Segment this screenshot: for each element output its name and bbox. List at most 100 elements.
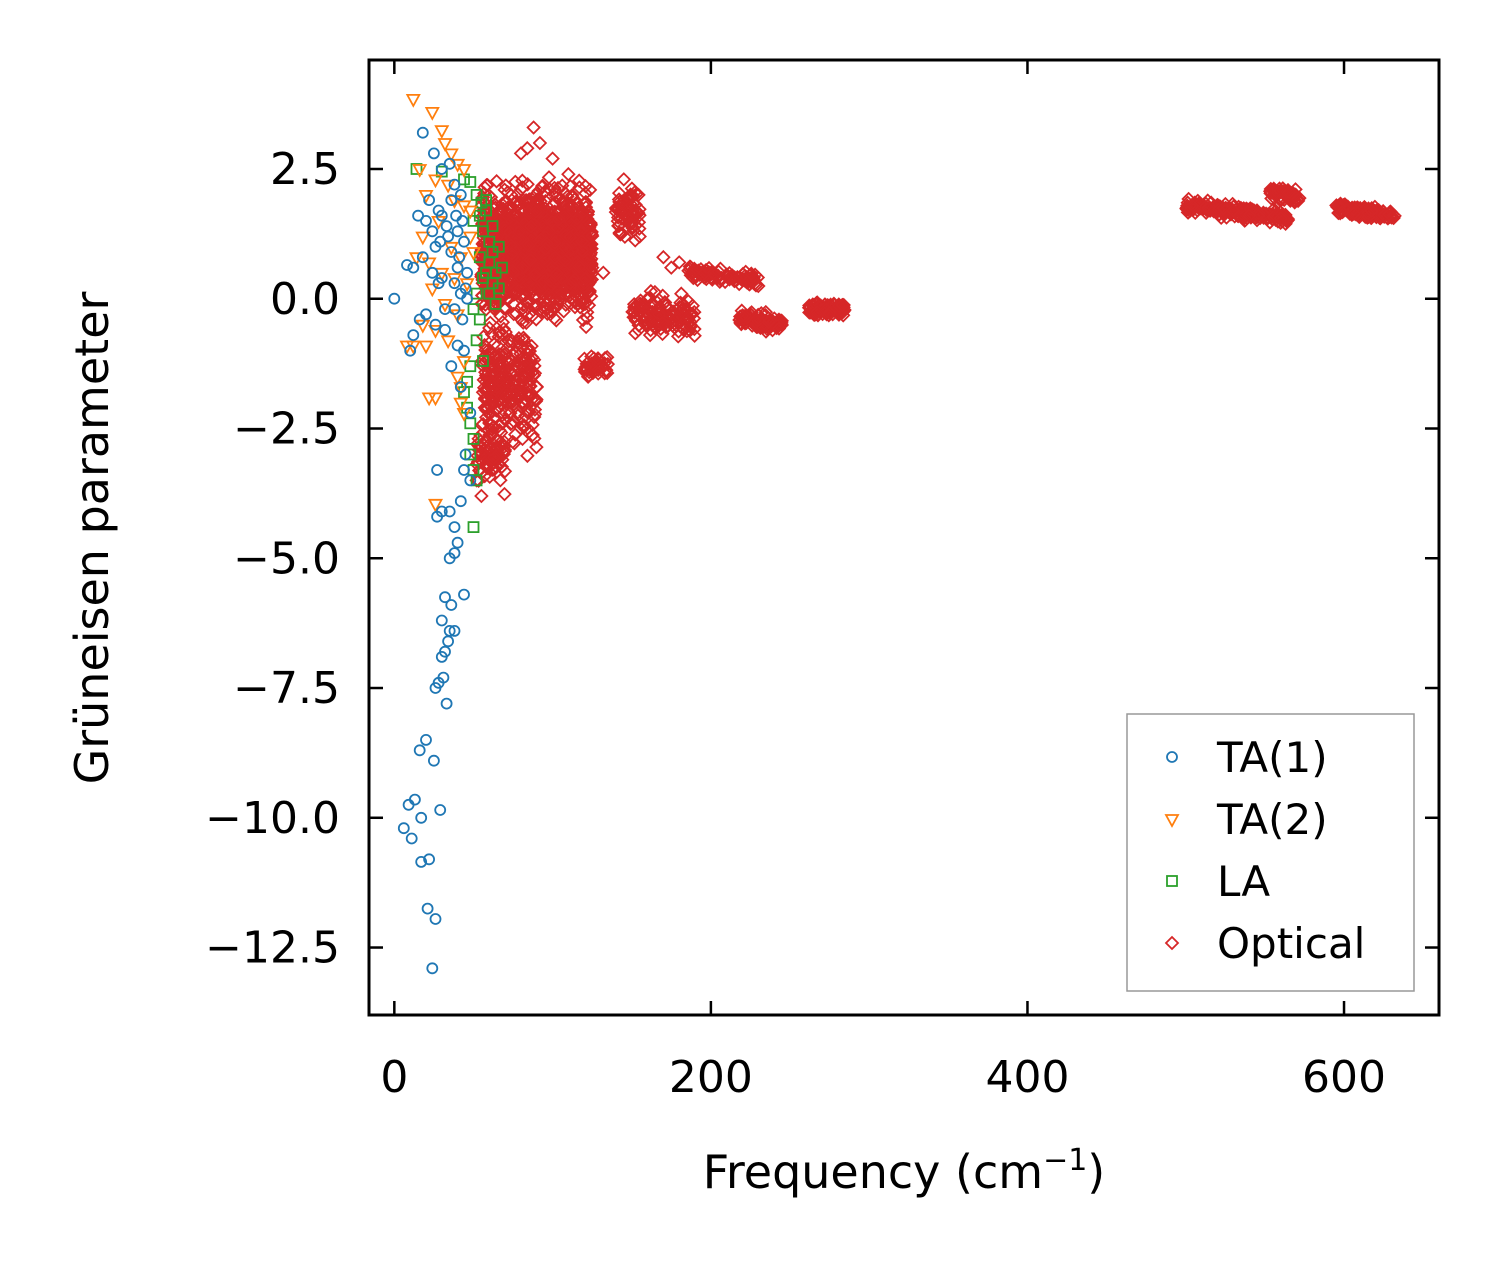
point-ta1 xyxy=(429,913,442,925)
point-optical xyxy=(771,321,787,336)
point-la xyxy=(473,209,486,222)
point-ta1 xyxy=(388,292,401,305)
point-optical xyxy=(809,304,825,320)
point-optical xyxy=(477,353,493,369)
point-optical xyxy=(493,309,508,324)
point-optical xyxy=(547,250,563,265)
point-ta1 xyxy=(434,804,447,816)
point-optical xyxy=(550,220,565,236)
point-ta2 xyxy=(408,252,425,267)
point-optical xyxy=(549,190,564,205)
point-optical xyxy=(527,217,542,232)
point-optical xyxy=(482,320,497,336)
point-optical xyxy=(500,292,516,307)
point-optical xyxy=(628,313,644,329)
point-optical xyxy=(506,306,521,322)
point-optical xyxy=(578,185,593,201)
point-optical xyxy=(523,219,539,234)
point-la xyxy=(483,287,496,300)
point-optical xyxy=(1331,199,1347,214)
point-optical xyxy=(561,166,576,182)
legend-label-optical: Optical xyxy=(1217,919,1365,968)
point-optical xyxy=(574,291,589,307)
point-optical xyxy=(497,434,512,450)
point-optical xyxy=(638,308,654,324)
point-ta1 xyxy=(458,464,470,476)
point-optical xyxy=(1281,185,1297,200)
y-tick-label: −12.5 xyxy=(205,923,340,974)
point-optical xyxy=(562,257,577,272)
point-optical xyxy=(655,315,670,331)
point-ta1 xyxy=(448,303,461,316)
point-optical xyxy=(627,233,643,248)
y-tick-label: 2.5 xyxy=(270,144,340,195)
point-optical xyxy=(514,367,530,383)
point-ta1 xyxy=(439,323,451,336)
legend-label-ta1: TA(1) xyxy=(1216,733,1328,782)
point-optical xyxy=(546,215,562,230)
point-optical xyxy=(525,417,540,433)
y-tick-label: −10.0 xyxy=(205,793,340,844)
point-ta2 xyxy=(418,190,434,204)
point-ta1 xyxy=(448,277,461,290)
point-la xyxy=(467,303,480,316)
point-la xyxy=(492,240,505,253)
x-tick-label: 0 xyxy=(380,1052,408,1103)
point-optical xyxy=(519,198,534,213)
point-optical xyxy=(564,197,580,213)
point-optical xyxy=(527,267,543,283)
point-optical xyxy=(1360,204,1376,219)
point-la xyxy=(470,474,483,487)
point-la xyxy=(477,355,489,367)
point-ta2 xyxy=(427,174,444,189)
point-ta2 xyxy=(450,371,466,386)
point-optical xyxy=(813,302,829,318)
point-optical xyxy=(616,172,632,187)
point-optical xyxy=(642,290,658,305)
point-ta2 xyxy=(415,319,431,334)
data-points xyxy=(388,94,1402,975)
point-ta1 xyxy=(429,682,442,694)
point-optical xyxy=(494,326,510,342)
point-ta1 xyxy=(434,235,447,248)
point-ta2 xyxy=(456,164,472,178)
point-optical xyxy=(504,416,519,431)
point-optical xyxy=(516,330,531,346)
point-ta1 xyxy=(454,381,467,393)
x-tick-label: 600 xyxy=(1302,1052,1386,1103)
point-ta1 xyxy=(443,157,456,170)
point-ta2 xyxy=(405,340,421,355)
point-la xyxy=(464,448,477,461)
point-optical xyxy=(612,204,627,219)
point-optical xyxy=(1264,191,1279,206)
point-ta2 xyxy=(456,408,472,422)
point-optical xyxy=(1263,181,1279,197)
point-ta1 xyxy=(454,188,467,201)
point-optical xyxy=(520,295,535,311)
point-optical xyxy=(621,211,637,226)
point-optical xyxy=(578,178,593,194)
point-ta1 xyxy=(443,552,456,565)
point-optical xyxy=(508,194,524,210)
point-optical xyxy=(523,353,539,368)
point-optical xyxy=(1273,211,1288,226)
point-optical xyxy=(562,276,578,291)
point-optical xyxy=(496,321,512,337)
point-ta1 xyxy=(413,744,426,757)
point-optical xyxy=(1243,201,1258,217)
point-optical xyxy=(563,179,578,194)
point-optical xyxy=(685,263,701,279)
point-optical xyxy=(493,439,509,454)
point-optical xyxy=(489,229,505,245)
point-optical xyxy=(520,448,535,464)
point-optical xyxy=(628,325,643,341)
point-optical xyxy=(621,190,637,206)
point-ta1 xyxy=(456,313,469,326)
point-optical xyxy=(552,288,568,303)
point-ta1 xyxy=(459,448,472,461)
point-optical xyxy=(809,297,824,312)
point-optical xyxy=(528,204,544,219)
point-optical xyxy=(520,220,536,236)
point-ta1 xyxy=(448,178,461,191)
